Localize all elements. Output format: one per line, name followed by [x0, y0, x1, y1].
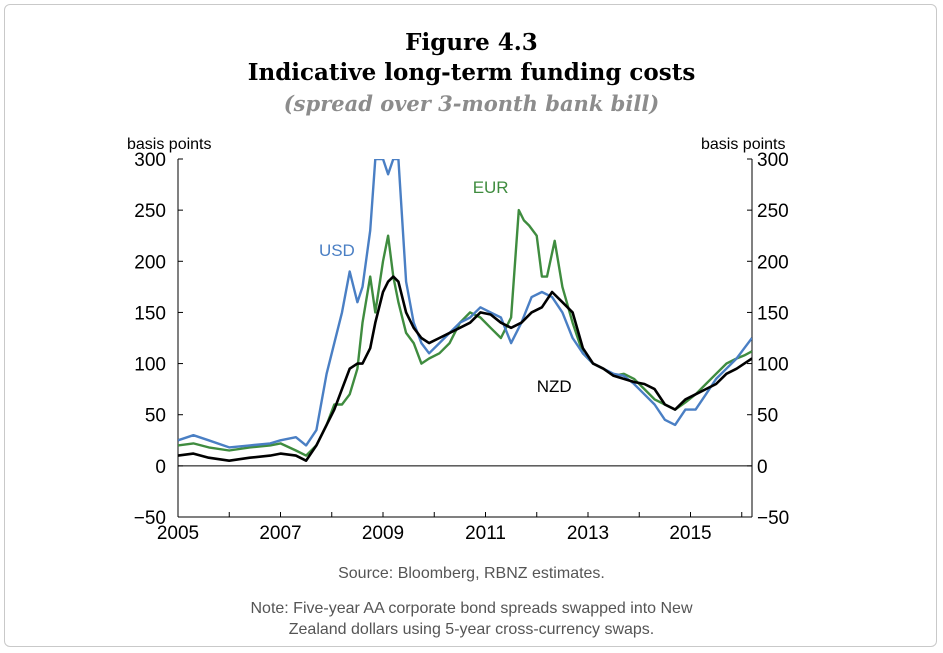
y-tick-label-left: 150: [134, 303, 166, 324]
y-tick-label-right: 150: [757, 303, 789, 324]
series-line-eur: [178, 208, 752, 457]
y-tick-label-right: 50: [757, 406, 778, 427]
footnote-line-2: Zealand dollars using 5-year cross-curre…: [288, 621, 655, 638]
y-tick-label-left: 200: [134, 252, 166, 273]
series-label-nzd: NZD: [537, 377, 572, 396]
x-tick-label: 2005: [157, 523, 199, 544]
series-label-usd: USD: [319, 241, 355, 260]
y-tick-label-left: 50: [145, 406, 166, 427]
y-tick-label-left: 100: [134, 355, 166, 376]
figure-frame: [4, 4, 937, 647]
footnote-line-1: Note: Five-year AA corporate bond spread…: [250, 600, 693, 617]
series-line-usd: [178, 159, 752, 449]
chart-subtitle: (spread over 3-month bank bill): [283, 91, 660, 116]
y-tick-label-left: −50: [134, 508, 166, 529]
series-line-nzd: [178, 275, 752, 463]
series-label-eur: EUR: [473, 178, 509, 197]
y-tick-label-right: 300: [757, 150, 789, 171]
x-tick-label: 2009: [362, 523, 404, 544]
x-tick-label: 2011: [465, 523, 506, 544]
y-axis-label-left: basis points: [127, 136, 212, 153]
source-note: Source: Bloomberg, RBNZ estimates.: [338, 565, 605, 582]
figure-number: Figure 4.3: [405, 29, 538, 56]
y-tick-label-right: 250: [757, 201, 789, 222]
x-tick-label: 2007: [259, 523, 301, 544]
y-tick-label-left: 250: [134, 201, 166, 222]
y-tick-label-right: −50: [757, 508, 789, 529]
x-tick-label: 2013: [567, 523, 609, 544]
y-tick-label-left: 0: [155, 457, 166, 478]
y-tick-label-right: 100: [757, 355, 789, 376]
y-tick-label-left: 300: [134, 150, 166, 171]
y-tick-label-right: 0: [757, 457, 768, 478]
y-tick-label-right: 200: [757, 252, 789, 273]
y-axis-label-right: basis points: [701, 136, 786, 153]
x-tick-label: 2015: [669, 523, 711, 544]
chart-title: Indicative long-term funding costs: [247, 59, 696, 86]
